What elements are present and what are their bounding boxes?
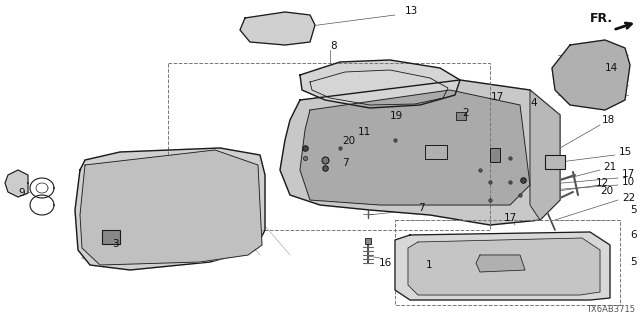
Bar: [545, 155, 565, 169]
Text: 3: 3: [112, 239, 118, 249]
Polygon shape: [408, 238, 600, 295]
Polygon shape: [5, 170, 28, 197]
Text: 8: 8: [330, 41, 337, 51]
Text: 22: 22: [622, 193, 636, 203]
Text: 13: 13: [405, 6, 419, 16]
Text: 2: 2: [462, 108, 468, 118]
Polygon shape: [552, 40, 630, 110]
Text: 1: 1: [426, 260, 433, 270]
Bar: [490, 148, 500, 162]
Bar: [425, 145, 447, 159]
Bar: [102, 230, 120, 244]
Text: 18: 18: [602, 115, 615, 125]
Text: FR.: FR.: [590, 12, 613, 25]
Text: 7: 7: [342, 158, 349, 168]
Text: 5: 5: [630, 257, 637, 267]
Text: 14: 14: [605, 63, 618, 73]
Text: 21: 21: [603, 162, 616, 172]
Text: 17: 17: [491, 92, 504, 102]
Polygon shape: [476, 255, 525, 272]
Text: 12: 12: [596, 178, 609, 188]
Polygon shape: [395, 232, 610, 300]
Text: 5: 5: [630, 205, 637, 215]
Text: 20: 20: [342, 136, 355, 146]
Polygon shape: [75, 148, 265, 270]
Text: 4: 4: [530, 98, 536, 108]
Text: 16: 16: [379, 258, 392, 268]
Text: 17: 17: [504, 213, 517, 223]
Text: 20: 20: [600, 186, 613, 196]
Text: 11: 11: [358, 127, 371, 137]
Text: TX6AB3715: TX6AB3715: [586, 305, 635, 314]
Polygon shape: [300, 60, 460, 108]
Text: 7: 7: [418, 203, 424, 213]
Text: 6: 6: [630, 230, 637, 240]
Polygon shape: [240, 12, 315, 45]
Polygon shape: [530, 90, 560, 220]
Text: 17: 17: [622, 169, 636, 179]
Text: 15: 15: [619, 147, 632, 157]
Polygon shape: [80, 150, 262, 265]
Text: 9: 9: [18, 188, 24, 198]
Text: 10: 10: [622, 177, 635, 187]
Polygon shape: [300, 90, 530, 205]
Bar: [456, 112, 466, 120]
Text: 19: 19: [390, 111, 403, 121]
Polygon shape: [280, 80, 560, 225]
